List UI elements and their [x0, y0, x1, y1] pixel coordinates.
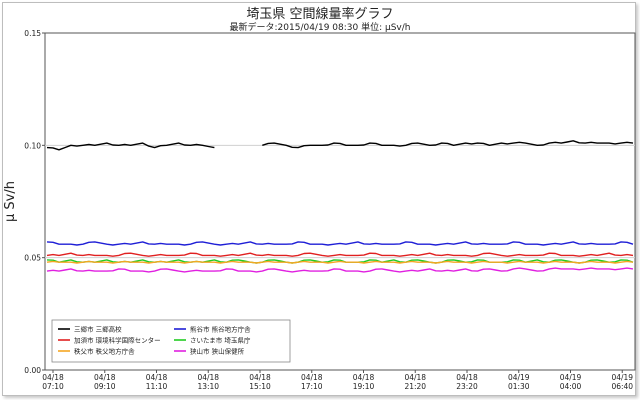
x-tick-date: 04/18	[456, 373, 478, 382]
x-tick-time: 01:30	[508, 382, 530, 391]
y-axis-label: μ Sv/h	[3, 181, 18, 222]
chart-title: 埼玉県 空間線量率グラフ	[246, 7, 394, 22]
x-tick-time: 23:20	[456, 382, 478, 391]
y-tick-label: 0.10	[24, 141, 41, 150]
x-tick-date: 04/18	[42, 373, 64, 382]
series-line	[46, 260, 634, 264]
y-tick-label: 0.15	[24, 29, 41, 38]
x-tick-date: 04/19	[611, 373, 633, 382]
x-tick-date: 04/19	[560, 373, 582, 382]
x-tick-time: 07:10	[42, 382, 64, 391]
series-line	[46, 241, 634, 246]
legend-label: 狭山市 狭山保健所	[190, 347, 245, 356]
legend-label: 秩父市 秩父地方庁舎	[74, 347, 135, 356]
x-tick-time: 09:10	[94, 382, 116, 391]
x-tick-time: 13:10	[197, 382, 219, 391]
series-line	[46, 259, 634, 264]
x-tick-date: 04/19	[508, 373, 530, 382]
x-tick-date: 04/18	[197, 373, 219, 382]
x-tick-date: 04/18	[301, 373, 323, 382]
legend-box	[51, 319, 291, 363]
x-tick-time: 06:40	[611, 382, 633, 391]
legend-label: さいたま市 埼玉県庁	[190, 336, 251, 345]
legend-label: 熊谷市 熊谷地方庁舎	[190, 325, 251, 334]
x-tick-time: 15:10	[249, 382, 271, 391]
x-tick-date: 04/18	[94, 373, 116, 382]
x-tick-date: 04/18	[249, 373, 271, 382]
x-tick-date: 04/18	[146, 373, 168, 382]
x-tick-date: 04/18	[353, 373, 375, 382]
x-tick-time: 19:10	[353, 382, 375, 391]
y-tick-label: 0.05	[24, 254, 41, 263]
x-tick-time: 11:10	[146, 382, 168, 391]
series-line	[46, 252, 634, 257]
plot-area	[44, 32, 636, 371]
x-tick-time: 04:00	[560, 382, 582, 391]
x-tick-time: 21:20	[404, 382, 426, 391]
series-line	[46, 267, 634, 273]
chart-subtitle: 最新データ:2015/04/19 08:30 単位: μSv/h	[229, 23, 411, 33]
series-line	[262, 140, 634, 149]
x-tick-date: 04/18	[404, 373, 426, 382]
y-tick-label: 0.00	[24, 366, 41, 375]
x-tick-time: 17:10	[301, 382, 323, 391]
legend-label: 三郷市 三郷高校	[74, 325, 122, 334]
series-line	[46, 142, 215, 151]
legend-label: 加須市 環境科学国際センター	[74, 336, 161, 345]
